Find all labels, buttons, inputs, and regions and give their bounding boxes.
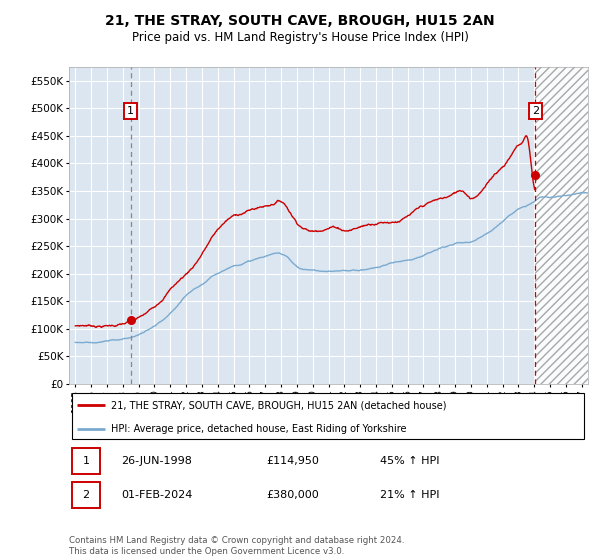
Text: Contains HM Land Registry data © Crown copyright and database right 2024.
This d: Contains HM Land Registry data © Crown c… <box>69 536 404 556</box>
Bar <box>535 67 600 384</box>
Text: 1: 1 <box>127 106 134 116</box>
FancyBboxPatch shape <box>71 448 100 474</box>
Text: 21% ↑ HPI: 21% ↑ HPI <box>380 489 440 500</box>
Text: 01-FEB-2024: 01-FEB-2024 <box>121 489 192 500</box>
Text: 2: 2 <box>532 106 539 116</box>
Text: 45% ↑ HPI: 45% ↑ HPI <box>380 456 440 466</box>
Text: 26-JUN-1998: 26-JUN-1998 <box>121 456 192 466</box>
Text: 1: 1 <box>82 456 89 466</box>
Text: £380,000: £380,000 <box>266 489 319 500</box>
Text: 2: 2 <box>82 489 89 500</box>
Text: 21, THE STRAY, SOUTH CAVE, BROUGH, HU15 2AN (detached house): 21, THE STRAY, SOUTH CAVE, BROUGH, HU15 … <box>110 400 446 410</box>
FancyBboxPatch shape <box>71 393 584 438</box>
Text: Price paid vs. HM Land Registry's House Price Index (HPI): Price paid vs. HM Land Registry's House … <box>131 31 469 44</box>
Text: HPI: Average price, detached house, East Riding of Yorkshire: HPI: Average price, detached house, East… <box>110 424 406 434</box>
Text: 21, THE STRAY, SOUTH CAVE, BROUGH, HU15 2AN: 21, THE STRAY, SOUTH CAVE, BROUGH, HU15 … <box>105 14 495 28</box>
FancyBboxPatch shape <box>71 482 100 508</box>
Text: £114,950: £114,950 <box>266 456 319 466</box>
